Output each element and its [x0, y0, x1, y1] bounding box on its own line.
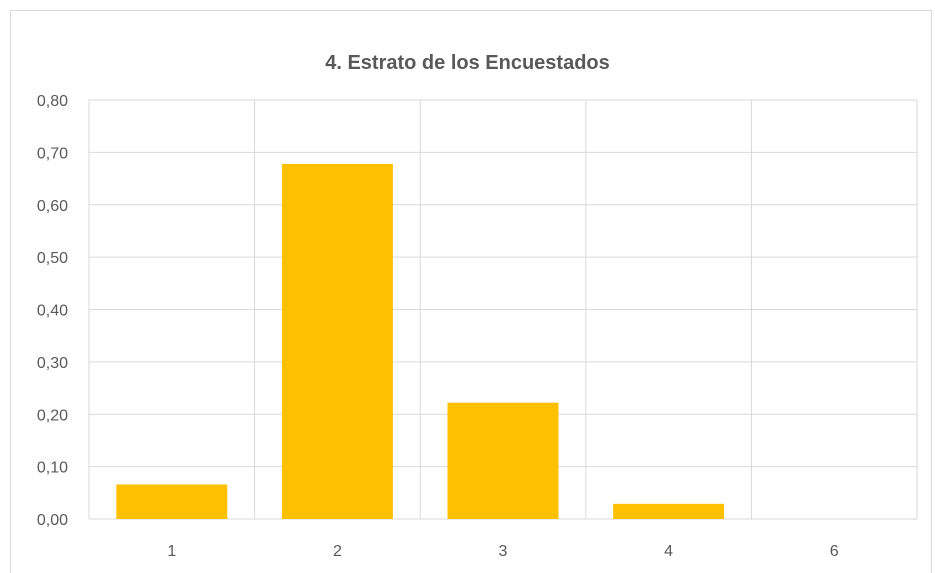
bar-1 [116, 484, 228, 519]
x-tick-label: 4 [664, 543, 673, 560]
y-tick-label: 0,20 [37, 407, 68, 424]
x-tick-label: 6 [830, 543, 839, 560]
x-tick-label: 1 [167, 543, 176, 560]
y-tick-label: 0,10 [37, 460, 68, 477]
y-tick-label: 0,50 [37, 250, 68, 267]
chart-title: 4. Estrato de los Encuestados [325, 52, 610, 74]
x-tick-label: 2 [333, 543, 342, 560]
y-tick-label: 0,80 [37, 93, 68, 110]
y-tick-label: 0,00 [37, 512, 68, 529]
bar-2 [281, 163, 393, 519]
y-tick-label: 0,60 [37, 198, 68, 215]
bar-3 [447, 402, 559, 519]
bar-4 [613, 503, 725, 519]
y-tick-label: 0,70 [37, 145, 68, 162]
y-tick-label: 0,30 [37, 355, 68, 372]
y-tick-label: 0,40 [37, 303, 68, 320]
x-tick-label: 3 [499, 543, 508, 560]
